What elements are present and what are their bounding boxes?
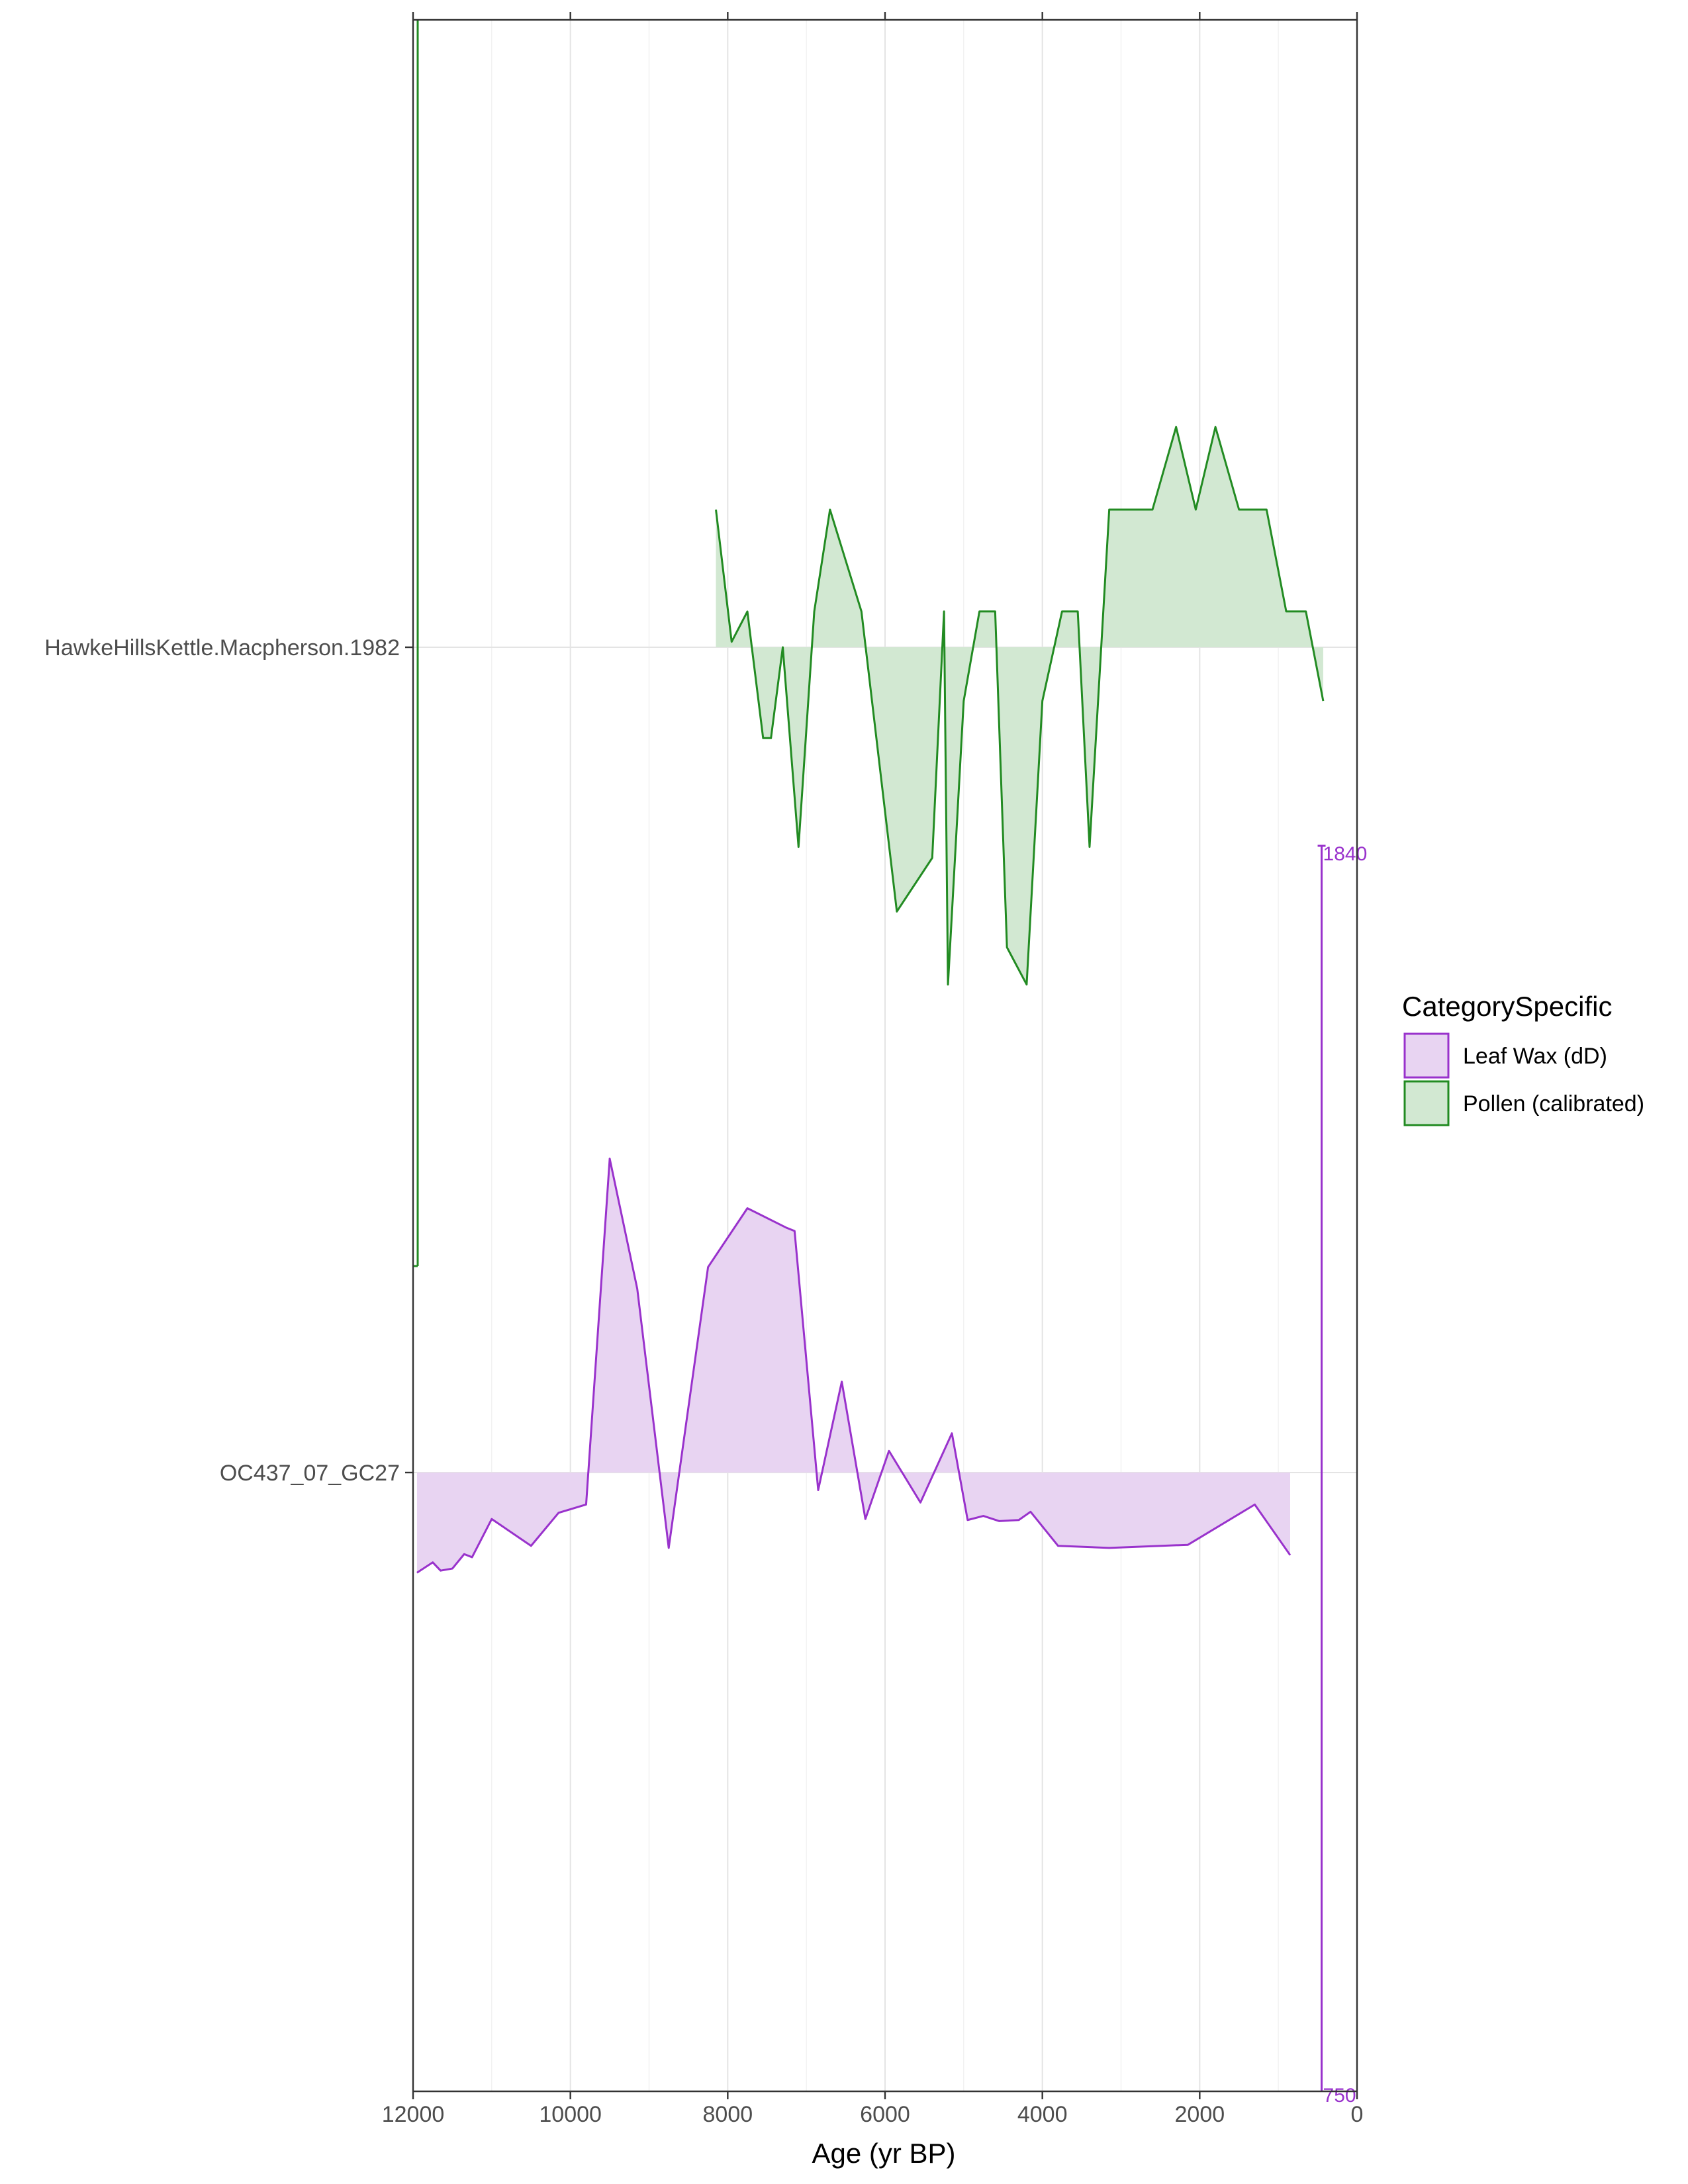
grid-lines <box>412 20 1358 2091</box>
legend: CategorySpecific Leaf Wax (dD) Pollen (c… <box>1402 991 1644 1126</box>
x-tick-label: 12000 <box>382 2102 445 2127</box>
x-tick-label: 0 <box>1351 2102 1364 2127</box>
x-tick-label: 4000 <box>1017 2102 1068 2127</box>
series-areas <box>416 427 1323 1573</box>
legend-title: CategorySpecific <box>1402 991 1612 1022</box>
series-lines <box>416 426 1325 1574</box>
legend-key-pollen <box>1403 1080 1450 1126</box>
series-line-0 <box>715 426 1325 986</box>
axes: 12000 10000 8000 6000 4000 2000 0 HawkeHillsKet… <box>44 12 1363 2127</box>
legend-label-pollen: Pollen (calibrated) <box>1463 1091 1644 1116</box>
scale-bar-bottom-label: 750 <box>1323 2085 1356 2107</box>
x-tick-label: 2000 <box>1175 2102 1225 2127</box>
y-tick-label: OC437_07_GC27 <box>220 1461 400 1486</box>
x-tick-label: 8000 <box>703 2102 753 2127</box>
legend-key-leaf-wax <box>1403 1032 1450 1079</box>
legend-label-leaf-wax: Leaf Wax (dD) <box>1463 1044 1607 1069</box>
series-line-1 <box>416 1158 1291 1574</box>
series-area-0 <box>716 427 1323 985</box>
y-tick-label: HawkeHillsKettle.Macpherson.1982 <box>44 635 400 660</box>
x-tick-label: 10000 <box>539 2102 602 2127</box>
scale-bar-top-label: 1840 <box>1323 843 1368 865</box>
series-area-1 <box>416 1158 1290 1573</box>
x-axis-title: Age (yr BP) <box>812 2138 955 2169</box>
x-tick-label: 6000 <box>860 2102 910 2127</box>
chart-annotations: 1840 750 <box>414 20 1367 2107</box>
